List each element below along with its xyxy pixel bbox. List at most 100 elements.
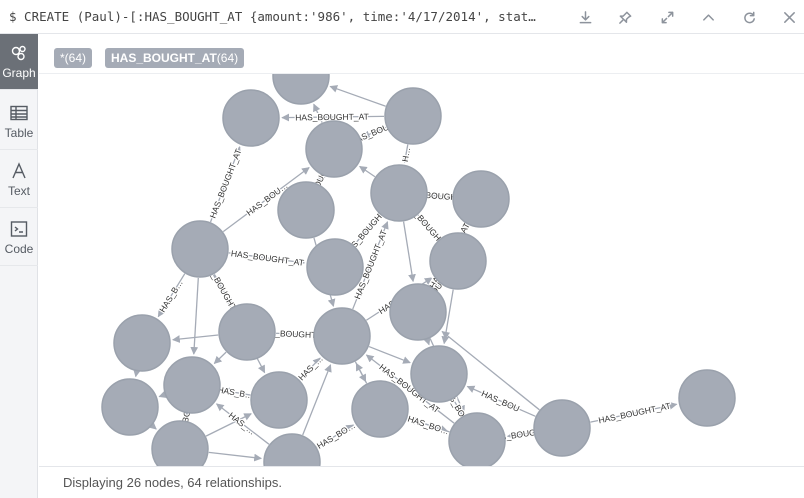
relationship-edge[interactable] [466,385,536,417]
relationship-label-group: HAS_BOUGHT_AT [206,146,244,221]
relationship-label-group: HAS_BOUGHT_AT [596,399,673,426]
graph-node[interactable] [171,220,229,278]
graph-node[interactable] [452,170,510,228]
relationship-edge[interactable] [209,146,241,223]
graph-node[interactable] [250,371,308,429]
sidebar-item-graph[interactable]: Graph [0,34,38,90]
relationship-label-group: HAS_BOUGHT_AT [294,110,370,123]
graph-node[interactable] [448,412,506,466]
relationship-edge[interactable] [401,144,410,164]
graph-node[interactable] [410,345,468,403]
pin-button[interactable] [605,0,645,34]
relationship-edge[interactable] [361,126,387,138]
relationship-edge[interactable] [222,167,310,233]
code-icon [10,221,28,237]
relationship-edge[interactable] [423,336,431,346]
relationship-edge[interactable] [427,192,451,201]
relationship-edge[interactable] [148,421,157,430]
graph-node[interactable] [678,369,736,427]
relationship-edge[interactable] [313,103,323,123]
relationship-edge[interactable] [359,165,376,178]
graph-node[interactable] [306,238,364,296]
relationship-edge[interactable] [213,273,233,306]
expand-button[interactable] [647,0,687,34]
collapse-button[interactable] [688,0,728,34]
status-bar: Displaying 26 nodes, 64 relationships. [39,466,804,498]
relationship-edge[interactable] [365,354,455,424]
close-button[interactable] [769,0,804,34]
view-sidebar: Graph Table Text Code [0,34,38,498]
relationship-edge[interactable] [417,214,439,239]
graph-canvas[interactable]: HAS_BOU… HAS_BOUGHT_AT H… HAS_BOUGHT_AT HAS_… [39,74,804,466]
sidebar-item-code[interactable]: Code [0,210,38,266]
sidebar-item-text[interactable]: Text [0,152,38,208]
graph-node[interactable] [351,380,409,438]
graph-node[interactable] [113,314,171,372]
graph-node[interactable] [277,181,335,239]
relationship-edge[interactable] [172,334,219,343]
relationship-edge[interactable] [190,277,199,355]
relationship-edge[interactable] [298,357,321,380]
graph-svg[interactable]: HAS_BOU…HAS_BOUGHT_ATH…HAS_BOUGHT_ATHAS_… [39,74,804,466]
graph-node[interactable] [429,232,487,290]
relationship-label-group: HAS_B… [215,383,255,402]
relationship-edge[interactable] [183,410,191,420]
relationship-edge[interactable] [354,361,367,383]
graph-node[interactable] [370,164,428,222]
relationship-label: HAS_BOU [480,388,521,413]
relationship-label: HAS_BO… [315,420,357,451]
relationship-edge[interactable] [228,252,306,266]
command-text[interactable]: $ CREATE (Paul)-[:HAS_BOUGHT_AT {amount:… [9,9,536,24]
rerun-button[interactable] [729,0,769,34]
relationship-edge[interactable] [402,221,416,283]
graph-node[interactable] [384,87,442,145]
relationship-edge[interactable] [215,403,270,445]
relationship-label-group: HAS_B… [156,277,186,316]
graph-node[interactable] [272,74,330,105]
graph-node[interactable] [163,356,221,414]
graph-node[interactable] [218,303,276,361]
relationship-edge[interactable] [590,401,678,423]
sidebar-item-table[interactable]: Table [0,94,38,150]
graph-node[interactable] [151,420,209,466]
table-icon [10,105,28,121]
relationship-edge[interactable] [506,431,534,440]
graph-node[interactable] [222,89,280,147]
relationship-label-layer: HAS_BOU…HAS_BOUGHT_ATH…HAS_BOUGHT_ATHAS_… [156,110,673,452]
relationship-edge[interactable] [353,215,380,246]
relationship-edge[interactable] [316,424,355,448]
all-relationships-pill[interactable]: *(64) [54,48,93,68]
relationship-edge[interactable] [281,113,385,122]
relationship-edge[interactable] [408,417,450,433]
node-layer [101,74,736,466]
relationship-edge[interactable] [329,85,386,107]
relationship-edge[interactable] [275,330,312,339]
relationship-edge[interactable] [208,451,262,462]
relationship-edge[interactable] [441,330,540,411]
relationship-edge[interactable] [221,387,251,396]
relationship-edge[interactable] [302,364,332,436]
relationship-type-pill[interactable]: HAS_BOUGHT_AT(64) [105,48,245,68]
relationship-edge[interactable] [368,345,411,364]
relationship-edge[interactable] [157,273,186,318]
relationship-type-name: HAS_BOUGHT_AT [111,51,217,65]
graph-node[interactable] [313,307,371,365]
graph-node[interactable] [533,399,591,457]
graph-node[interactable] [305,120,363,178]
graph-node[interactable] [263,433,321,466]
relationship-edge[interactable] [352,221,389,310]
relationship-label: HAS_B… [157,278,185,314]
download-button[interactable] [565,0,605,34]
relationship-edge[interactable] [213,351,227,365]
relationship-label-group: HAS_… [295,352,326,383]
relationship-type-count: (64) [216,51,239,65]
relationship-edge[interactable] [158,390,168,398]
graph-node[interactable] [101,378,159,436]
sidebar-item-label: Code [4,242,34,256]
relationship-edge[interactable] [205,413,252,437]
relationship-label: HAS_BOUGHT_AT [208,147,244,219]
relationship-edge[interactable] [318,173,326,183]
relationship-edge[interactable] [133,368,141,378]
relationship-label-group: HAS_BO… [314,419,358,452]
graph-node[interactable] [389,283,447,341]
